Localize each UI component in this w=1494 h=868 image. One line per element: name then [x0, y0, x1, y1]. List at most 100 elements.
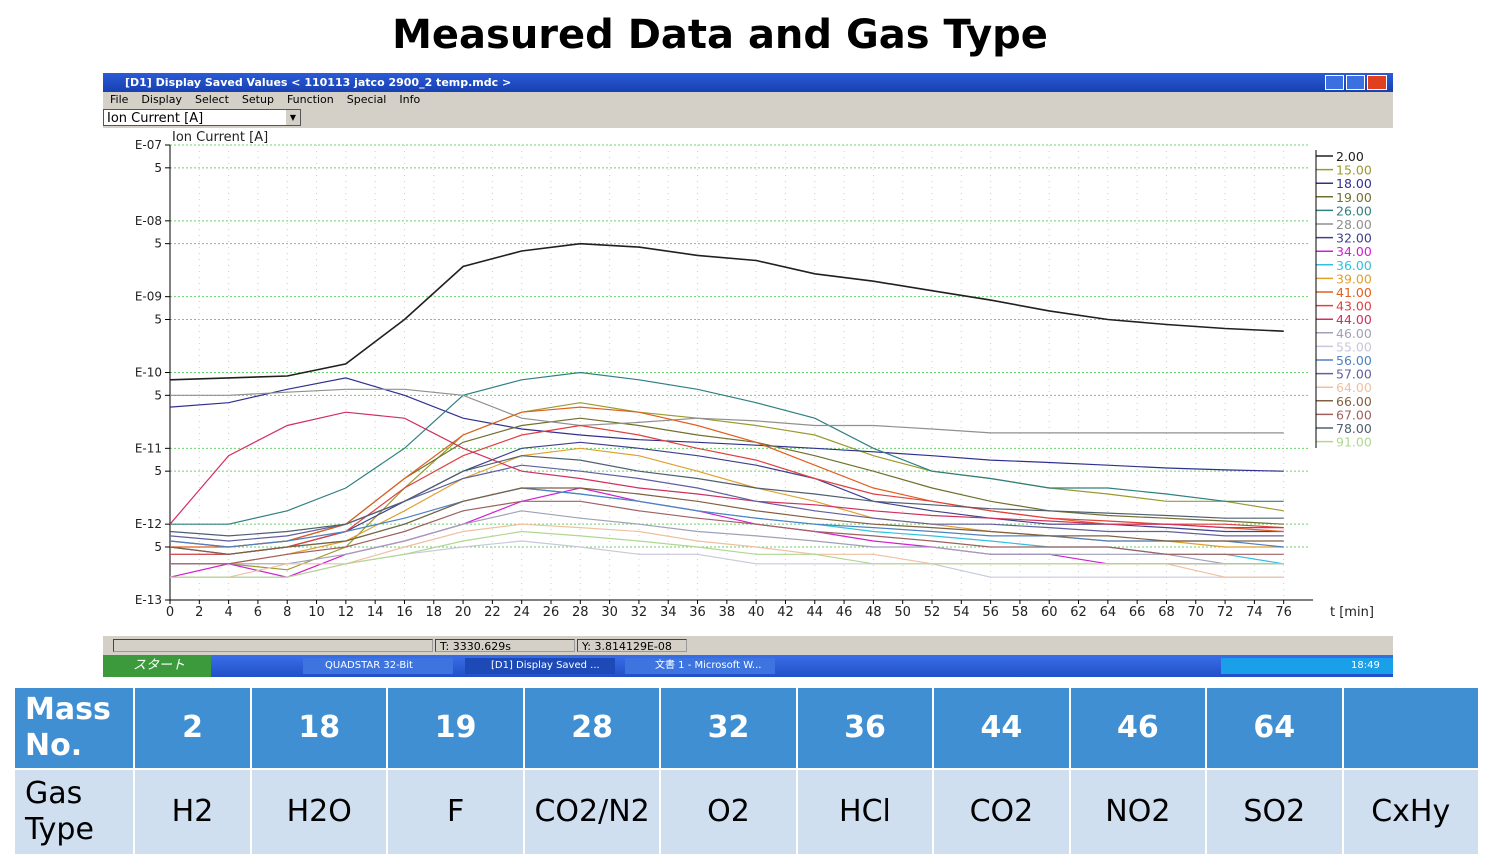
menu-item[interactable]: Function: [286, 93, 334, 106]
y-tick-label: 5: [154, 464, 162, 478]
task-item[interactable]: QUADSTAR 32-Bit: [303, 658, 453, 674]
legend-label: 78.00: [1336, 421, 1372, 436]
y-tick-label: 5: [154, 237, 162, 251]
status-time: T: 3330.629s: [435, 639, 575, 653]
x-tick-label: 14: [367, 605, 384, 620]
y-tick-label: E-13: [135, 593, 162, 607]
taskbar: スタート QUADSTAR 32-Bit [D1] Display Saved …: [103, 655, 1393, 677]
status-y: Y: 3.814129E-08: [577, 639, 687, 653]
x-tick-label: 42: [777, 605, 794, 620]
y-tick-label: E-11: [135, 441, 162, 455]
y-axis-label: Ion Current [A]: [172, 130, 268, 145]
series-line: [170, 402, 1284, 571]
table-cell: 19: [386, 686, 525, 770]
x-tick-label: 72: [1217, 605, 1234, 620]
y-tick-label: 5: [154, 312, 162, 326]
legend-label: 64.00: [1336, 380, 1372, 395]
menu-item[interactable]: Info: [399, 93, 421, 106]
series-line: [170, 530, 1284, 578]
status-cell: [113, 639, 433, 652]
table-cell: O2: [659, 768, 798, 856]
gas-table: Mass No. 2 18 19 28 32 36 44 46 64 Gas T…: [13, 686, 1480, 856]
x-tick-label: 24: [513, 605, 530, 620]
menu-bar: File Display Select Setup Function Special Inf…: [103, 92, 1393, 108]
series-line: [169, 487, 1284, 555]
table-cell: Gas Type: [13, 768, 135, 856]
task-item[interactable]: [D1] Display Saved ...: [465, 658, 615, 674]
x-tick-label: 60: [1041, 605, 1058, 620]
x-tick-label: 38: [719, 605, 736, 620]
x-tick-label: 8: [283, 605, 291, 620]
window-controls[interactable]: [1325, 75, 1389, 90]
x-tick-label: 22: [484, 605, 501, 620]
legend-label: 67.00: [1336, 407, 1372, 422]
x-tick-label: 18: [425, 605, 442, 620]
menu-item[interactable]: File: [110, 93, 129, 106]
x-tick-label: 70: [1187, 605, 1204, 620]
x-tick-label: 2: [195, 605, 203, 620]
x-tick-label: 32: [631, 605, 648, 620]
table-cell: SO2: [1205, 768, 1344, 856]
legend-label: 56.00: [1336, 353, 1372, 368]
legend-label: 26.00: [1336, 203, 1372, 218]
table-cell: H2O: [249, 768, 389, 856]
menu-item[interactable]: Select: [194, 93, 229, 106]
x-tick-label: 28: [572, 605, 589, 620]
table-cell: [1341, 686, 1480, 770]
table-cell: 28: [522, 686, 662, 770]
legend-label: 66.00: [1336, 394, 1372, 409]
y-tick-label: E-07: [135, 138, 162, 152]
series-line: [170, 510, 1284, 565]
x-tick-label: 16: [396, 605, 413, 620]
table-cell: 2: [133, 686, 252, 770]
legend-label: 46.00: [1336, 326, 1372, 341]
legend-label: 55.00: [1336, 339, 1372, 354]
x-tick-label: 20: [455, 605, 472, 620]
legend-label: 39.00: [1336, 271, 1372, 286]
y-tick-label: 5: [154, 388, 162, 402]
close-button[interactable]: [1367, 75, 1387, 90]
x-tick-label: 46: [836, 605, 853, 620]
series-line: [170, 371, 1284, 525]
table-cell: NO2: [1068, 768, 1208, 856]
x-tick-label: 76: [1275, 605, 1292, 620]
x-tick-label: 52: [924, 605, 941, 620]
y-tick-label: 5: [154, 540, 162, 554]
table-cell: CO2/N2: [522, 768, 662, 856]
x-tick-label: 4: [224, 605, 232, 620]
legend-label: 43.00: [1336, 299, 1372, 314]
menu-item[interactable]: Setup: [241, 93, 274, 106]
legend-label: 57.00: [1336, 367, 1372, 382]
start-button[interactable]: スタート: [103, 655, 211, 677]
series-line: [169, 377, 1284, 472]
table-cell: H2: [133, 768, 252, 856]
table-cell: Mass No.: [13, 686, 135, 770]
x-tick-label: 10: [308, 605, 325, 620]
x-tick-label: 74: [1246, 605, 1263, 620]
dropdown[interactable]: Ion Current [A]: [103, 109, 301, 126]
table-cell: CO2: [932, 768, 1071, 856]
task-item[interactable]: 文書 1 - Microsoft W...: [625, 658, 775, 674]
x-tick-label: 30: [601, 605, 618, 620]
maximize-button[interactable]: [1346, 75, 1365, 90]
table-header-row: Mass No. 2 18 19 28 32 36 44 46 64: [13, 686, 1480, 770]
clock: 18:49: [1221, 658, 1393, 674]
slide-title: Measured Data and Gas Type: [392, 12, 1048, 58]
app-window: [D1] Display Saved Values < 110113 jatco…: [103, 73, 1393, 677]
menu-item[interactable]: Special: [346, 93, 387, 106]
x-tick-label: 36: [689, 605, 706, 620]
y-tick-label: E-09: [135, 290, 162, 304]
table-cell: 18: [249, 686, 389, 770]
x-axis-label: t [min]: [1330, 605, 1374, 620]
legend-label: 15.00: [1336, 163, 1372, 178]
x-tick-label: 6: [254, 605, 262, 620]
y-tick-label: E-12: [135, 517, 162, 531]
x-tick-label: 64: [1100, 605, 1117, 620]
dropdown-arrow[interactable]: ▼: [286, 110, 300, 125]
minimize-button[interactable]: [1325, 75, 1344, 90]
table-cell: 46: [1068, 686, 1208, 770]
x-tick-label: 56: [982, 605, 999, 620]
series-line: [170, 388, 1284, 434]
menu-item[interactable]: Display: [141, 93, 182, 106]
